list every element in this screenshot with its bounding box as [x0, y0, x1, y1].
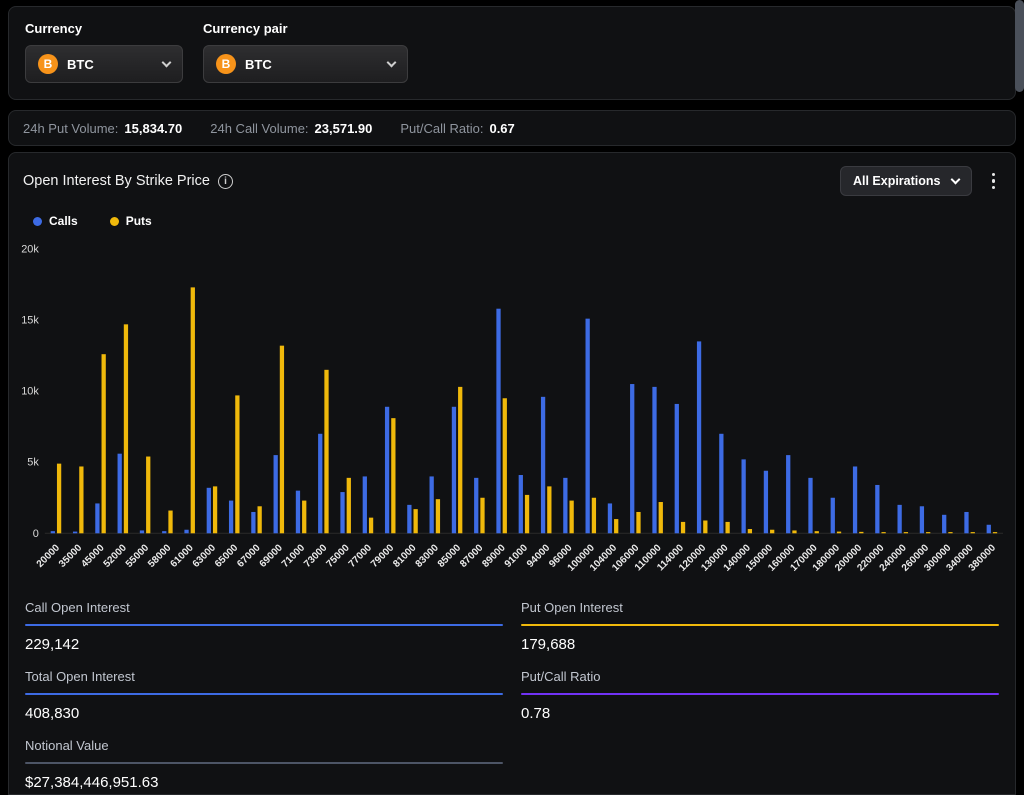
total-open-interest-stat: Total Open Interest 408,830 [25, 669, 503, 722]
svg-text:15k: 15k [21, 315, 39, 327]
open-interest-panel: Open Interest By Strike Price i All Expi… [8, 152, 1016, 795]
put-volume-value: 15,834.70 [124, 121, 182, 136]
legend-item-calls[interactable]: Calls [33, 214, 78, 228]
svg-text:58000: 58000 [146, 542, 174, 570]
chart-area[interactable]: 0 5k 10k 15k 20k 2000035000450005200055000580… [9, 230, 1015, 594]
panel-header: Open Interest By Strike Price i All Expi… [9, 153, 1015, 204]
currency-group: Currency B BTC [25, 21, 183, 83]
chart-legend: Calls Puts [9, 204, 1015, 230]
svg-text:71000: 71000 [280, 542, 308, 570]
put-open-interest-value: 179,688 [521, 636, 999, 653]
svg-text:55000: 55000 [124, 542, 152, 570]
put-call-ratio-label: Put/Call Ratio: [400, 121, 483, 136]
call-open-interest-stat: Call Open Interest 229,142 [25, 600, 503, 653]
svg-text:87000: 87000 [458, 542, 486, 570]
panel-actions: All Expirations [840, 166, 1001, 196]
svg-text:67000: 67000 [235, 542, 263, 570]
svg-text:0: 0 [33, 528, 39, 540]
info-icon[interactable]: i [218, 174, 233, 189]
currency-pair-value: BTC [245, 57, 272, 72]
put-volume-stat: 24h Put Volume: 15,834.70 [23, 121, 182, 136]
svg-text:94000: 94000 [525, 542, 553, 570]
panel-title: Open Interest By Strike Price [23, 173, 210, 189]
volume-stats-bar: 24h Put Volume: 15,834.70 24h Call Volum… [8, 110, 1016, 146]
svg-text:65000: 65000 [213, 542, 241, 570]
svg-text:79000: 79000 [369, 542, 397, 570]
svg-text:52000: 52000 [102, 542, 130, 570]
currency-pair-group: Currency pair B BTC [203, 21, 408, 83]
call-open-interest-value: 229,142 [25, 636, 503, 653]
svg-text:20k: 20k [21, 243, 39, 255]
expirations-label: All Expirations [853, 174, 941, 188]
total-open-interest-underline [25, 693, 503, 695]
total-open-interest-label: Total Open Interest [25, 669, 503, 684]
chevron-down-icon [950, 174, 960, 184]
notional-value-label: Notional Value [25, 738, 503, 753]
vertical-scrollbar[interactable] [1015, 0, 1024, 92]
svg-text:75000: 75000 [324, 542, 352, 570]
call-volume-stat: 24h Call Volume: 23,571.90 [210, 121, 372, 136]
put-call-ratio-underline [521, 693, 999, 695]
svg-text:91000: 91000 [503, 542, 531, 570]
chevron-down-icon [387, 57, 397, 67]
svg-text:61000: 61000 [168, 542, 196, 570]
call-volume-value: 23,571.90 [315, 121, 373, 136]
put-volume-label: 24h Put Volume: [23, 121, 118, 136]
legend-item-puts[interactable]: Puts [110, 214, 152, 228]
call-open-interest-label: Call Open Interest [25, 600, 503, 615]
notional-value-value: $27,384,446,951.63 [25, 774, 503, 791]
svg-text:20000: 20000 [35, 542, 63, 570]
svg-text:5k: 5k [27, 457, 39, 469]
expirations-dropdown[interactable]: All Expirations [840, 166, 972, 196]
put-open-interest-stat: Put Open Interest 179,688 [521, 600, 999, 653]
put-call-ratio-footer-label: Put/Call Ratio [521, 669, 999, 684]
call-open-interest-underline [25, 624, 503, 626]
svg-text:35000: 35000 [57, 542, 85, 570]
put-call-ratio-footer-stat: Put/Call Ratio 0.78 [521, 669, 999, 722]
put-call-ratio-value: 0.67 [489, 121, 514, 136]
put-call-ratio-stat: Put/Call Ratio: 0.67 [400, 121, 514, 136]
bitcoin-icon: B [216, 54, 236, 74]
svg-text:45000: 45000 [79, 542, 107, 570]
chevron-down-icon [162, 57, 172, 67]
put-open-interest-underline [521, 624, 999, 626]
svg-text:69000: 69000 [258, 542, 286, 570]
svg-text:77000: 77000 [347, 542, 375, 570]
currency-pair-label: Currency pair [203, 21, 408, 36]
call-volume-label: 24h Call Volume: [210, 121, 308, 136]
notional-value-stat: Notional Value $27,384,446,951.63 [25, 738, 503, 791]
svg-text:10k: 10k [21, 386, 39, 398]
svg-text:89000: 89000 [480, 542, 508, 570]
kebab-menu-icon[interactable] [986, 169, 1002, 194]
puts-legend-label: Puts [126, 214, 152, 228]
calls-color-dot [33, 217, 42, 226]
total-open-interest-value: 408,830 [25, 705, 503, 722]
page: Currency B BTC Currency pair B BTC 24h P… [0, 0, 1024, 795]
open-interest-bar-chart[interactable]: 0 5k 10k 15k 20k 2000035000450005200055000580… [15, 236, 1009, 594]
bitcoin-icon: B [38, 54, 58, 74]
svg-text:81000: 81000 [391, 542, 419, 570]
notional-value-underline [25, 762, 503, 764]
put-call-ratio-footer-value: 0.78 [521, 705, 999, 722]
currency-pair-dropdown[interactable]: B BTC [203, 45, 408, 83]
puts-color-dot [110, 217, 119, 226]
svg-text:83000: 83000 [414, 542, 442, 570]
footer-stats: Call Open Interest 229,142 Put Open Inte… [9, 594, 1015, 795]
calls-legend-label: Calls [49, 214, 78, 228]
put-open-interest-label: Put Open Interest [521, 600, 999, 615]
currency-selector-panel: Currency B BTC Currency pair B BTC [8, 6, 1016, 100]
svg-text:63000: 63000 [191, 542, 219, 570]
currency-dropdown[interactable]: B BTC [25, 45, 183, 83]
svg-text:85000: 85000 [436, 542, 464, 570]
svg-text:73000: 73000 [302, 542, 330, 570]
currency-label: Currency [25, 21, 183, 36]
currency-value: BTC [67, 57, 94, 72]
panel-title-wrap: Open Interest By Strike Price i [23, 173, 233, 189]
